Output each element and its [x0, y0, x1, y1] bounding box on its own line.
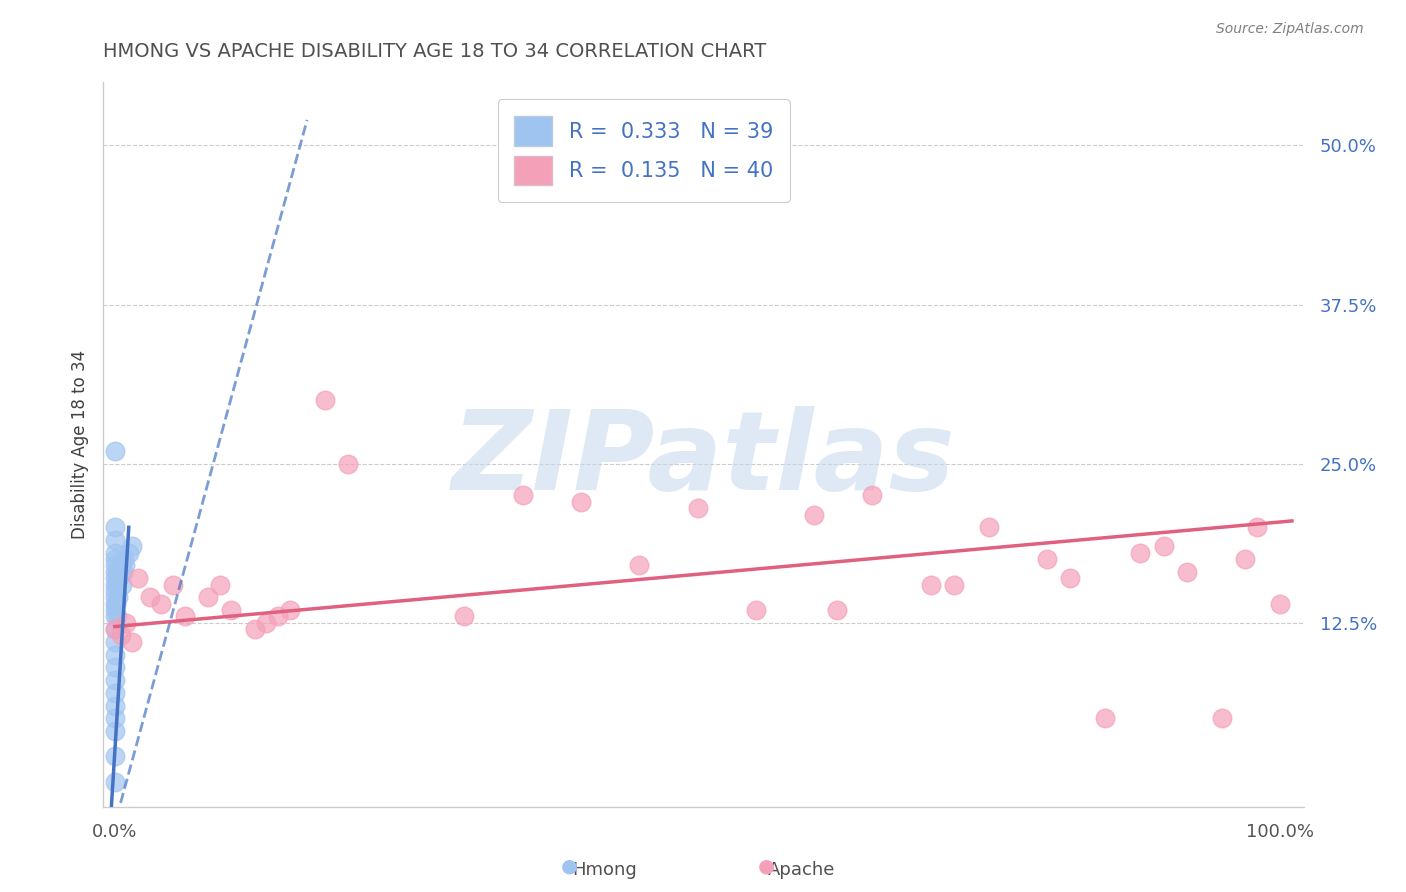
Point — [254, 615, 277, 630]
Point — [118, 546, 141, 560]
Point — [108, 571, 131, 585]
Point — [267, 609, 290, 624]
Point — [107, 565, 129, 579]
Point — [104, 533, 127, 547]
Point — [104, 558, 127, 573]
Text: Hmong: Hmong — [572, 861, 637, 879]
Point — [105, 609, 128, 624]
Point — [1270, 597, 1292, 611]
Y-axis label: Disability Age 18 to 34: Disability Age 18 to 34 — [72, 350, 89, 539]
Point — [745, 603, 768, 617]
Point — [104, 583, 127, 598]
Point — [104, 723, 127, 738]
Point — [121, 540, 143, 554]
Point — [104, 686, 127, 700]
Point — [1234, 552, 1257, 566]
Point — [104, 622, 127, 636]
Point — [104, 597, 127, 611]
Point — [162, 577, 184, 591]
Point — [105, 571, 128, 585]
Point — [104, 609, 127, 624]
Point — [628, 558, 651, 573]
Point — [1153, 540, 1175, 554]
Point — [942, 577, 965, 591]
Point — [104, 603, 127, 617]
Point — [686, 501, 709, 516]
Point — [860, 488, 883, 502]
Point — [104, 749, 127, 764]
Point — [1059, 571, 1081, 585]
Point — [977, 520, 1000, 534]
Point — [121, 635, 143, 649]
Text: HMONG VS APACHE DISABILITY AGE 18 TO 34 CORRELATION CHART: HMONG VS APACHE DISABILITY AGE 18 TO 34 … — [103, 42, 766, 61]
Point — [104, 648, 127, 662]
Point — [1036, 552, 1059, 566]
Point — [1129, 546, 1152, 560]
Text: ZIPatlas: ZIPatlas — [451, 406, 955, 513]
Point — [336, 457, 359, 471]
Text: Source: ZipAtlas.com: Source: ZipAtlas.com — [1216, 22, 1364, 37]
Point — [112, 552, 135, 566]
Text: Apache: Apache — [768, 861, 835, 879]
Point — [920, 577, 942, 591]
Point — [197, 591, 219, 605]
Point — [107, 591, 129, 605]
Point — [512, 488, 534, 502]
Point — [104, 711, 127, 725]
Point — [104, 546, 127, 560]
Point — [221, 603, 243, 617]
Text: ●: ● — [561, 857, 578, 876]
Point — [314, 392, 336, 407]
Point — [139, 591, 162, 605]
Point — [208, 577, 231, 591]
Point — [1175, 565, 1198, 579]
Point — [104, 660, 127, 674]
Point — [150, 597, 173, 611]
Point — [111, 565, 134, 579]
Point — [104, 565, 127, 579]
Point — [104, 577, 127, 591]
Point — [104, 520, 127, 534]
Point — [569, 495, 592, 509]
Point — [173, 609, 195, 624]
Point — [104, 775, 127, 789]
Legend: R =  0.333   N = 39, R =  0.135   N = 40: R = 0.333 N = 39, R = 0.135 N = 40 — [498, 99, 790, 202]
Point — [110, 628, 132, 642]
Point — [278, 603, 301, 617]
Point — [111, 577, 134, 591]
Point — [104, 635, 127, 649]
Point — [114, 558, 136, 573]
Point — [243, 622, 266, 636]
Point — [104, 444, 127, 458]
Point — [104, 698, 127, 713]
Point — [453, 609, 475, 624]
Point — [104, 597, 127, 611]
Point — [1211, 711, 1233, 725]
Point — [115, 615, 138, 630]
Point — [104, 552, 127, 566]
Point — [104, 577, 127, 591]
Point — [127, 571, 149, 585]
Point — [803, 508, 825, 522]
Point — [1094, 711, 1116, 725]
Point — [104, 673, 127, 687]
Point — [1246, 520, 1268, 534]
Point — [104, 571, 127, 585]
Text: ●: ● — [758, 857, 775, 876]
Point — [104, 591, 127, 605]
Point — [110, 558, 132, 573]
Point — [827, 603, 849, 617]
Point — [104, 622, 127, 636]
